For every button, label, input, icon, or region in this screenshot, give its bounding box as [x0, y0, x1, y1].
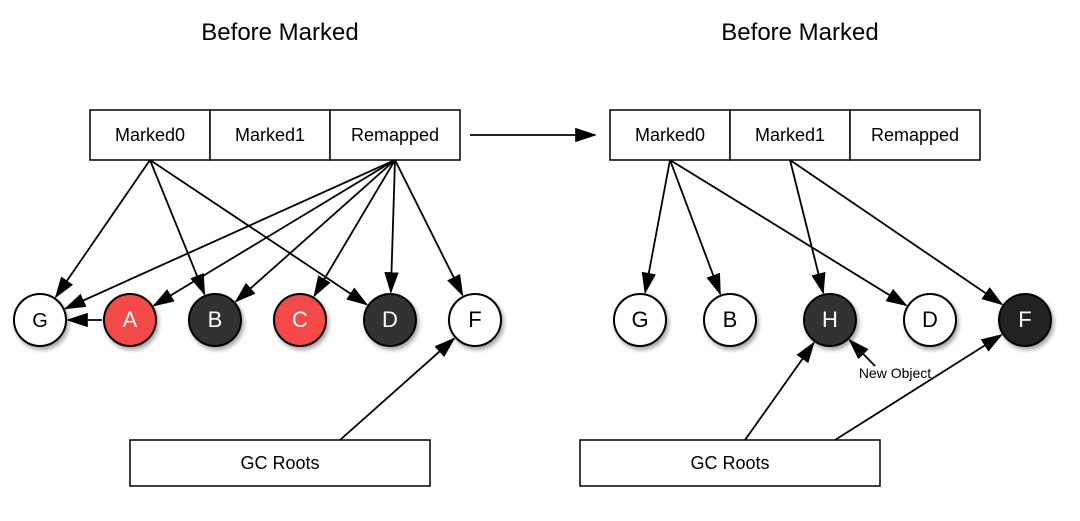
- edge-left-header2-to-G: [66, 160, 395, 308]
- node-label-right-H: H: [822, 307, 838, 332]
- edge-left-header2-to-B: [236, 160, 395, 301]
- edge-right-header1-to-F2: [790, 160, 1002, 304]
- edge-left-header2-to-D: [391, 160, 395, 292]
- edge-left-header0-to-B: [150, 160, 204, 294]
- edge-right-gc-to-H: [745, 343, 814, 440]
- annotation-arrow-right: [850, 340, 875, 366]
- node-label-right-F: F: [1018, 307, 1031, 332]
- header-cell-label-right-1: Marked1: [755, 125, 825, 145]
- edge-right-header0-to-D2: [670, 160, 906, 305]
- node-label-left-B: B: [208, 307, 223, 332]
- edge-left-header0-to-D: [150, 160, 367, 304]
- node-label-right-D: D: [922, 307, 938, 332]
- edge-right-header0-to-B2: [670, 160, 720, 294]
- header-cell-label-right-0: Marked0: [635, 125, 705, 145]
- node-label-left-D: D: [382, 307, 398, 332]
- gc-roots-label-right: GC Roots: [690, 453, 769, 473]
- node-label-left-F: F: [468, 307, 481, 332]
- header-cell-label-left-1: Marked1: [235, 125, 305, 145]
- header-cell-label-left-0: Marked0: [115, 125, 185, 145]
- node-label-left-A: A: [123, 307, 138, 332]
- diagram-canvas: Before Marked Before Marked Marked0 Marked1…: [0, 0, 1080, 521]
- header-cell-label-right-2: Remapped: [871, 125, 959, 145]
- edge-left-header2-to-A: [154, 160, 395, 306]
- edge-right-header0-to-G2: [645, 160, 670, 292]
- annotation-right: New Object: [859, 365, 931, 381]
- title-left: Before Marked: [201, 19, 358, 46]
- title-right: Before Marked: [721, 19, 878, 46]
- edge-left-gc-to-F: [340, 339, 454, 440]
- edge-left-header2-to-C: [314, 160, 395, 296]
- node-label-right-B: B: [723, 307, 738, 332]
- node-label-left-C: C: [292, 307, 308, 332]
- gc-roots-label-left: GC Roots: [240, 453, 319, 473]
- header-cell-label-left-2: Remapped: [351, 125, 439, 145]
- node-label-right-G: G: [631, 307, 648, 332]
- node-label-left-G: G: [32, 310, 48, 332]
- edge-left-header2-to-F: [395, 160, 462, 295]
